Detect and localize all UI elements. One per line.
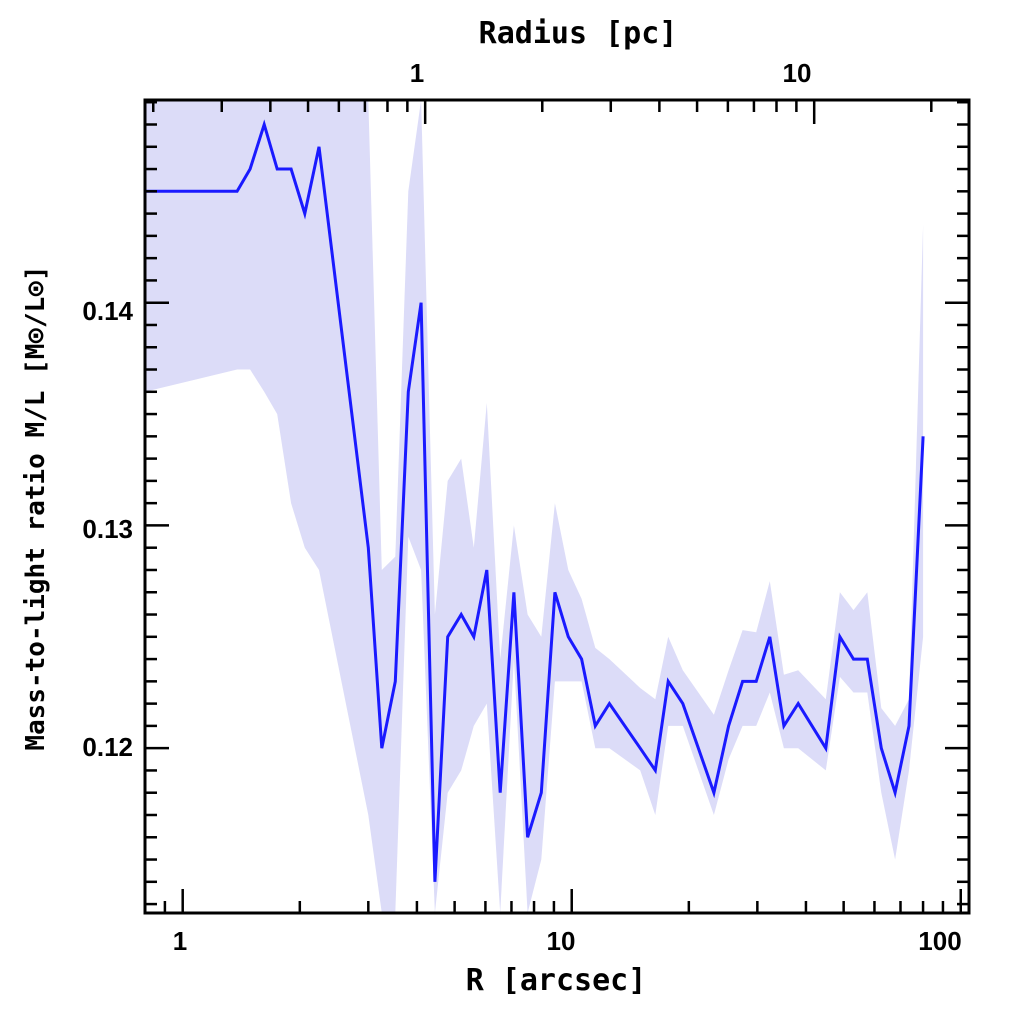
axis-ticks xyxy=(143,100,969,913)
top-axis-label: Radius [pc] xyxy=(479,16,678,51)
x-tick-label-1: 1 xyxy=(173,926,187,956)
x-tick-label-10: 10 xyxy=(547,926,576,956)
x-tick-label-100: 100 xyxy=(918,926,961,956)
y-tick-label-0.13: 0.13 xyxy=(82,514,133,544)
series-line xyxy=(145,119,925,882)
y-axis-label: Mass-to-light ratio M/L [M⊙/L⊙] xyxy=(21,265,51,750)
top-tick-label-1: 1 xyxy=(410,58,424,88)
plot-area xyxy=(145,100,925,913)
uncertainty-band xyxy=(145,100,924,913)
plot-frame xyxy=(143,98,971,915)
x-axis-label: R [arcsec] xyxy=(466,963,647,998)
top-tick-label-10: 10 xyxy=(783,58,812,88)
y-tick-label-0.14: 0.14 xyxy=(82,296,133,326)
y-tick-label-0.12: 0.12 xyxy=(82,732,133,762)
